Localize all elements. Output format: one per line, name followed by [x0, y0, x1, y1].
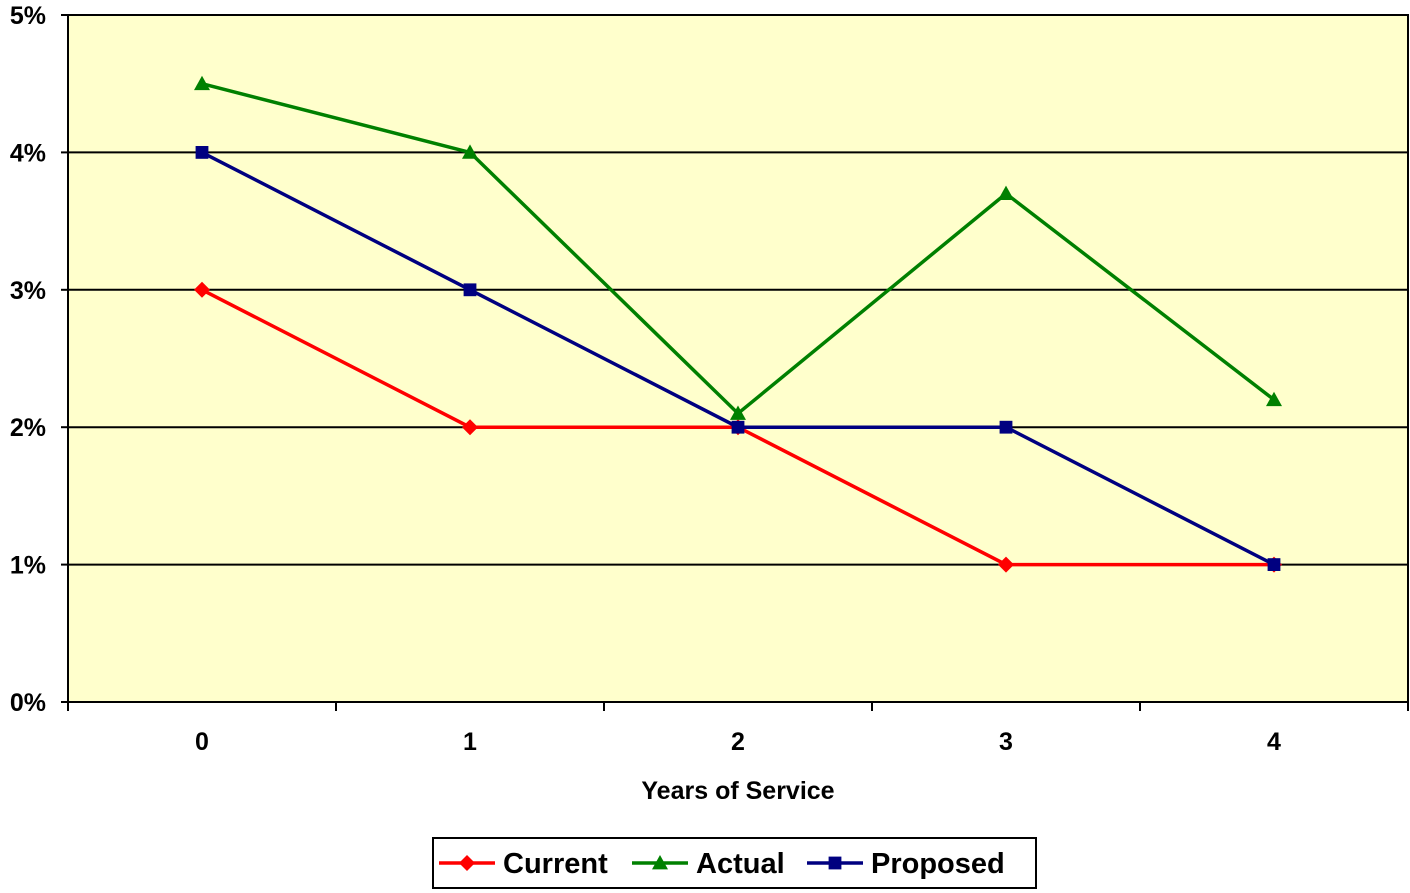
- legend-box: [432, 837, 1037, 889]
- legend-item-proposed: Proposed: [807, 848, 1005, 880]
- x-tick-label-1: 1: [463, 728, 477, 756]
- axes: [61, 14, 1409, 711]
- point-current-3: [998, 556, 1014, 573]
- x-tick-label-0: 0: [195, 728, 209, 756]
- y-tick-label-1: 1%: [10, 552, 46, 580]
- point-proposed-1: [463, 283, 477, 297]
- point-proposed-4: [1267, 558, 1281, 571]
- y-tick-label-4: 4%: [10, 139, 46, 167]
- point-current-0: [194, 281, 210, 298]
- series-proposed: [195, 146, 1281, 571]
- series: [194, 75, 1282, 573]
- legend-item-current: Current: [439, 848, 608, 880]
- y-tick-label-2: 2%: [10, 414, 46, 442]
- x-axis-title: Years of Service: [641, 777, 834, 805]
- series-actual: [194, 75, 1282, 420]
- legend: Current Actual Proposed: [432, 837, 1037, 889]
- y-tick-label-3: 3%: [10, 277, 46, 305]
- legend-item-actual: Actual: [632, 848, 785, 880]
- point-actual-3: [998, 185, 1014, 201]
- point-proposed-0: [195, 146, 209, 159]
- x-tick-label-3: 3: [999, 728, 1013, 756]
- x-tick-label-4: 4: [1267, 728, 1281, 756]
- legend-label-current: Current: [503, 848, 608, 880]
- point-actual-1: [462, 144, 478, 159]
- legend-marker-current: [459, 855, 475, 871]
- legend-marker-proposed: [828, 856, 842, 870]
- point-proposed-3: [999, 420, 1013, 434]
- x-tick-labels: 0 1 2 3 4: [195, 728, 1281, 756]
- y-tick-label-0: 0%: [10, 689, 46, 717]
- legend-label-actual: Actual: [696, 848, 785, 880]
- y-tick-label-5: 5%: [10, 2, 46, 30]
- legend-label-proposed: Proposed: [871, 848, 1005, 880]
- plot-area: [67, 14, 1409, 703]
- point-actual-4: [1266, 391, 1282, 407]
- point-actual-2: [730, 405, 746, 420]
- y-tick-labels: 0% 1% 2% 3% 4% 5%: [10, 2, 46, 717]
- legend-marker-actual: [652, 855, 668, 870]
- point-proposed-2: [731, 420, 745, 434]
- x-tick-label-2: 2: [731, 728, 745, 756]
- point-current-1: [462, 419, 478, 436]
- point-actual-0: [194, 75, 210, 91]
